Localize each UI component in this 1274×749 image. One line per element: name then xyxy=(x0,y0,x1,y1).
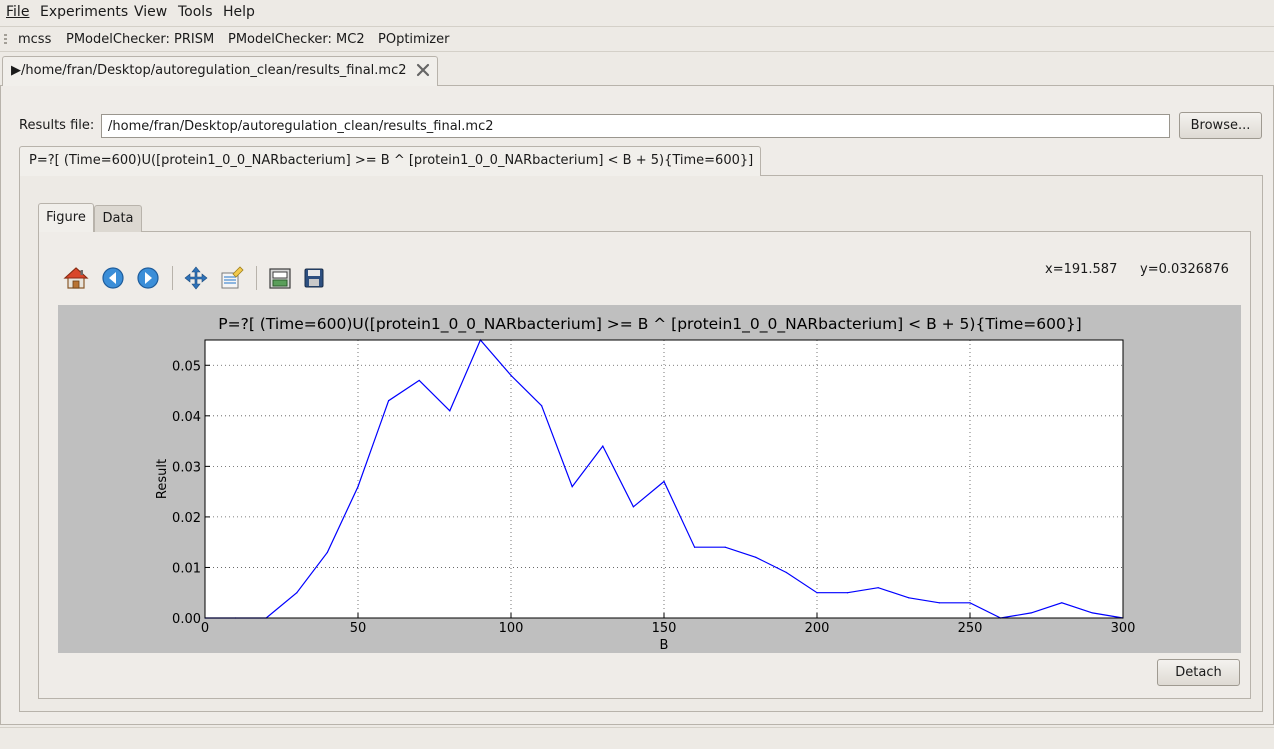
coordinate-x-readout: x=191.587 xyxy=(1045,262,1118,277)
data-point xyxy=(877,587,879,589)
coordinate-y-readout: y=0.0326876 xyxy=(1140,262,1229,277)
menu-help[interactable]: Help xyxy=(223,4,255,20)
data-point xyxy=(510,374,512,376)
data-point xyxy=(449,410,451,412)
results-file-label: Results file: xyxy=(19,118,95,133)
line-chart[interactable]: P=?[ (Time=600)U([protein1_0_0_NARbacter… xyxy=(58,305,1241,653)
data-point xyxy=(296,592,298,594)
data-point xyxy=(602,445,604,447)
toolbar-grip[interactable] xyxy=(4,34,7,46)
data-point xyxy=(663,480,665,483)
save-icon[interactable] xyxy=(300,264,328,292)
data-point xyxy=(847,592,849,594)
y-tick-label: 0.01 xyxy=(172,561,201,576)
document-tab[interactable]: ▶/home/fran/Desktop/autoregulation_clean… xyxy=(2,56,438,86)
plot-frame xyxy=(204,339,1124,619)
x-tick-label: 250 xyxy=(958,621,983,636)
x-tick-label: 200 xyxy=(805,621,830,636)
x-tick-label: 0 xyxy=(201,621,209,636)
document-tab-label: ▶/home/fran/Desktop/autoregulation_clean… xyxy=(11,63,407,78)
property-tab-label: P=?[ (Time=600)U([protein1_0_0_NARbacter… xyxy=(29,153,754,168)
configure-icon[interactable] xyxy=(266,264,294,292)
tab-data[interactable]: Data xyxy=(94,205,142,232)
status-bar xyxy=(0,727,1274,749)
chart-title: P=?[ (Time=600)U([protein1_0_0_NARbacter… xyxy=(218,315,1081,334)
data-point xyxy=(1030,612,1032,614)
data-point xyxy=(908,597,910,599)
plugin-toolbar: mcss PModelChecker: PRISM PModelChecker:… xyxy=(0,26,1274,52)
y-tick-label: 0.04 xyxy=(172,410,201,425)
y-tick-label: 0.00 xyxy=(172,612,201,627)
menu-experiments-label: Experiments xyxy=(40,4,129,20)
subplots-icon[interactable] xyxy=(218,264,246,292)
data-point xyxy=(418,379,420,382)
y-tick-label: 0.05 xyxy=(172,359,201,374)
y-tick-label: 0.03 xyxy=(172,460,201,475)
toolbar-mc2[interactable]: PModelChecker: MC2 xyxy=(228,32,365,47)
x-tick-label: 300 xyxy=(1111,621,1136,636)
data-point xyxy=(938,602,941,604)
data-point xyxy=(388,400,390,402)
data-point xyxy=(755,556,757,558)
menu-file[interactable]: File xyxy=(6,4,29,20)
toolbar-mcss[interactable]: mcss xyxy=(18,32,52,47)
menu-file-label: File xyxy=(6,4,30,20)
menu-bar: File Experiments View Tools Help xyxy=(0,0,1274,26)
menu-help-label: Help xyxy=(223,4,255,20)
home-icon[interactable] xyxy=(62,264,90,292)
data-point xyxy=(816,592,818,594)
detach-button[interactable]: Detach xyxy=(1157,659,1240,686)
toolbar-poptimizer[interactable]: POptimizer xyxy=(378,32,450,47)
menu-tools[interactable]: Tools xyxy=(178,4,213,20)
menu-view-label: View xyxy=(134,4,168,20)
menu-experiments[interactable]: Experiments xyxy=(40,4,128,20)
back-icon[interactable] xyxy=(99,264,127,292)
data-point xyxy=(694,546,696,548)
plot-area xyxy=(205,340,1123,618)
data-point xyxy=(571,485,573,488)
x-tick-label: 100 xyxy=(499,621,524,636)
results-file-input[interactable] xyxy=(101,114,1170,138)
browse-button[interactable]: Browse... xyxy=(1179,112,1262,139)
data-point xyxy=(541,405,543,407)
tab-figure[interactable]: Figure xyxy=(38,203,94,232)
toolbar-separator xyxy=(256,266,257,290)
toolbar-prism[interactable]: PModelChecker: PRISM xyxy=(66,32,215,47)
data-point xyxy=(724,546,726,548)
close-icon[interactable] xyxy=(415,61,431,79)
data-point xyxy=(1091,612,1093,614)
toolbar-separator xyxy=(172,266,173,290)
menu-tools-label: Tools xyxy=(178,4,213,20)
menu-view[interactable]: View xyxy=(134,4,167,20)
data-point xyxy=(969,602,971,604)
forward-icon[interactable] xyxy=(134,264,162,292)
data-point xyxy=(326,551,328,553)
x-tick-label: 50 xyxy=(350,621,367,636)
y-tick-label: 0.02 xyxy=(172,511,201,526)
property-tab[interactable]: P=?[ (Time=600)U([protein1_0_0_NARbacter… xyxy=(19,146,761,176)
x-tick-label: 150 xyxy=(652,621,677,636)
pan-icon[interactable] xyxy=(182,264,210,292)
data-point xyxy=(1061,602,1063,604)
chart-ylabel: Result xyxy=(155,459,170,499)
data-point xyxy=(632,506,635,508)
data-point xyxy=(357,485,359,488)
chart-xlabel: B xyxy=(660,638,669,653)
data-point xyxy=(785,571,788,574)
